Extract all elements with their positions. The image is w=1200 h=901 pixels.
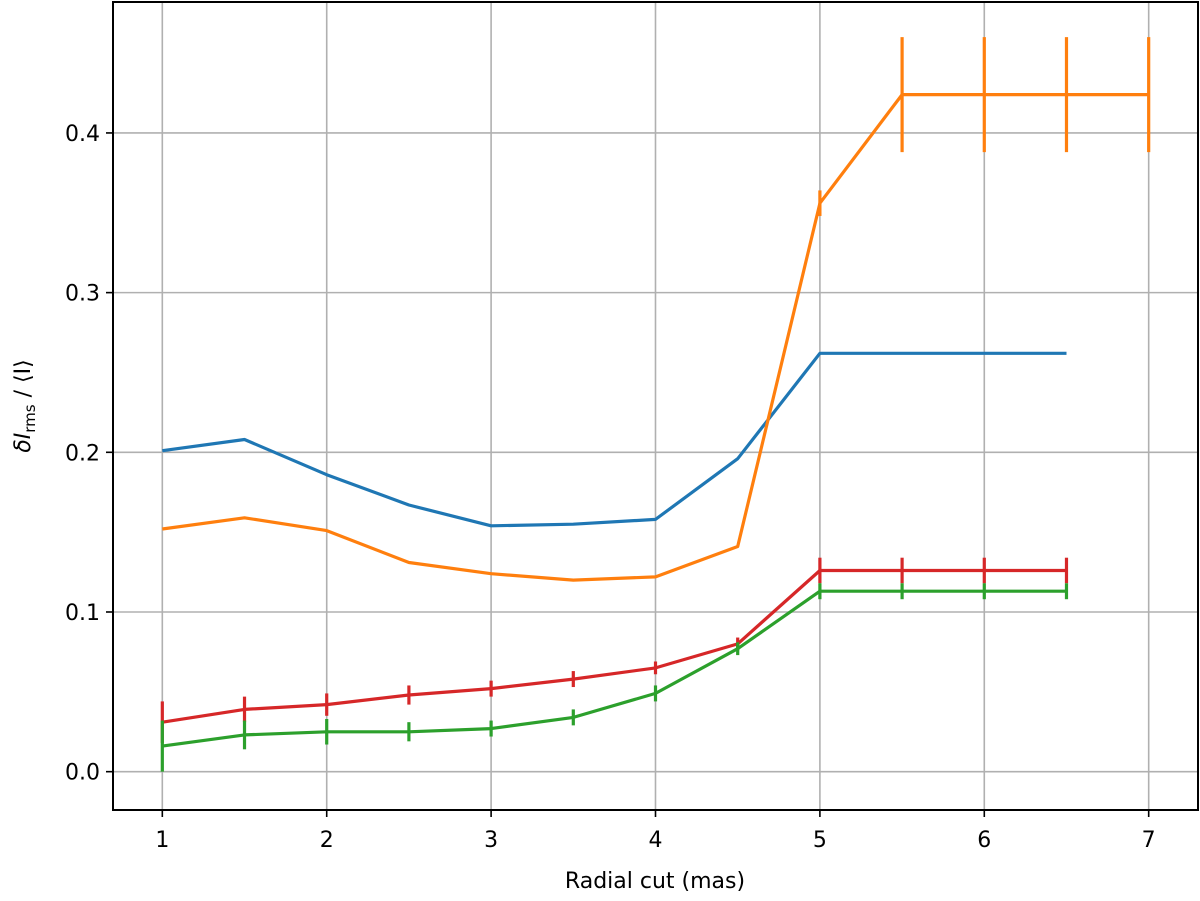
x-tick-label: 4: [649, 828, 663, 853]
series-1: [162, 351, 1067, 528]
x-tick-label: 6: [977, 828, 991, 853]
series-3: [160, 557, 1069, 743]
x-axis-label: Radial cut (mas): [565, 869, 745, 894]
y-axis-label-main: δI: [11, 433, 36, 453]
plot-series: [160, 37, 1151, 772]
y-tick-label: 0.0: [65, 761, 100, 786]
axis-ticks: 1 2 3 4 5 6 7 0.0 0.1 0.2 0.3 0.4: [65, 122, 1156, 853]
series-line: [162, 351, 1067, 528]
x-tick-label: 1: [155, 828, 169, 853]
series-line: [162, 589, 1067, 748]
y-tick-label: 0.2: [65, 441, 100, 466]
y-tick-label: 0.1: [65, 601, 100, 626]
x-tick-label: 3: [484, 828, 498, 853]
y-axis-label-tail: / ⟨I⟩: [11, 359, 36, 404]
y-tick-label: 0.4: [65, 122, 100, 147]
y-tick-label: 0.3: [65, 282, 100, 307]
series-2: [162, 37, 1151, 582]
series-line: [162, 568, 1067, 724]
y-axis-label-sub: rms: [21, 404, 39, 433]
y-axis-label: δIrms / ⟨I⟩: [11, 359, 39, 452]
x-tick-label: 2: [320, 828, 334, 853]
x-tick-label: 7: [1142, 828, 1156, 853]
x-tick-label: 5: [813, 828, 827, 853]
series-4: [160, 583, 1069, 772]
